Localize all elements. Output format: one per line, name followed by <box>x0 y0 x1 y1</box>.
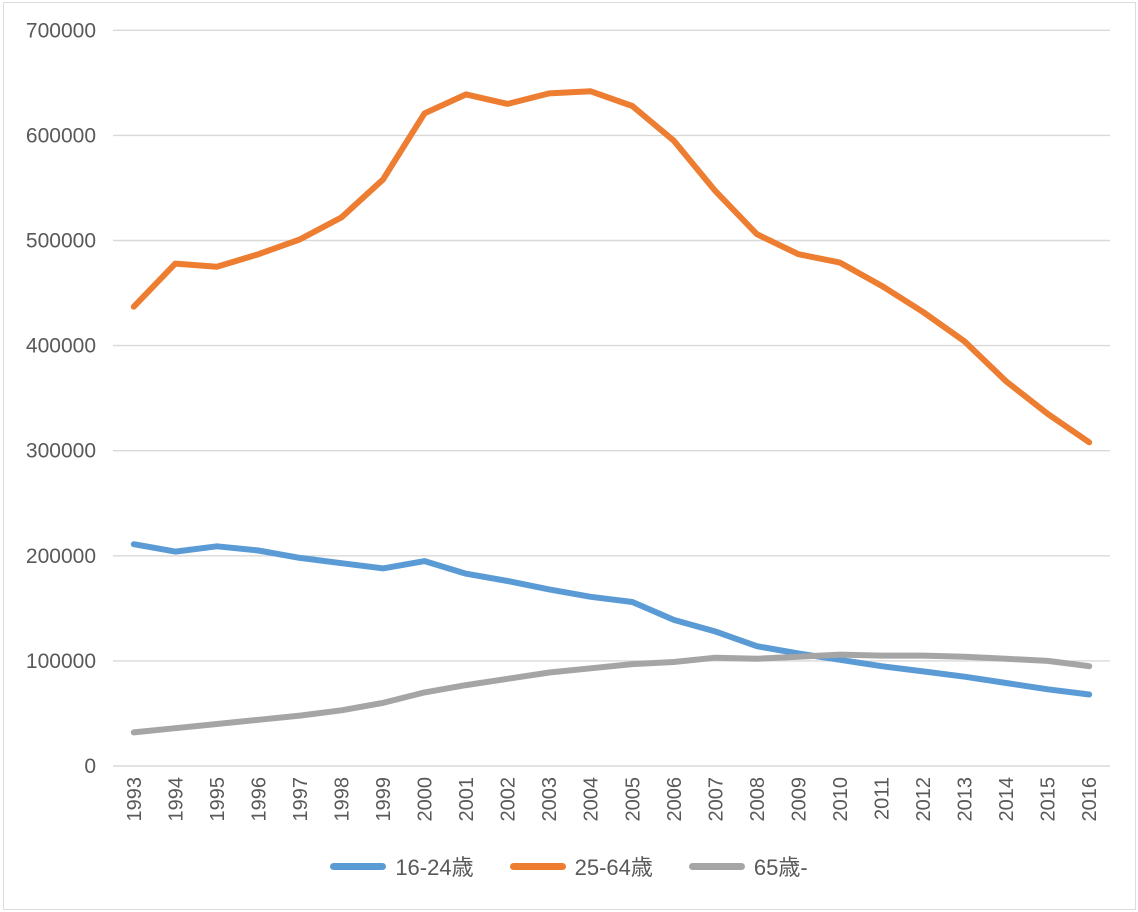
y-tick-label: 100000 <box>26 650 96 673</box>
series-line-16-24歳 <box>130 541 1093 698</box>
x-tick-label: 1996 <box>248 777 270 822</box>
x-tick-label: 1998 <box>331 777 353 822</box>
x-tick-label: 1997 <box>290 777 312 822</box>
x-tick-label: 2015 <box>1038 777 1060 822</box>
x-tick-label: 2002 <box>498 777 520 822</box>
x-tick-label: 1993 <box>124 777 146 822</box>
y-tick-label: 200000 <box>26 545 96 568</box>
legend-item: 16-24歳 <box>330 850 474 882</box>
chart-legend: 16-24歳 25-64歳 65歳- <box>0 850 1138 882</box>
y-tick-label: 500000 <box>26 230 96 253</box>
x-tick-label: 2004 <box>581 777 603 822</box>
legend-label: 25-64歳 <box>574 855 653 880</box>
x-tick-label: 2008 <box>747 777 769 822</box>
x-tick-label: 2014 <box>996 777 1018 822</box>
x-tick-label: 2013 <box>955 777 977 822</box>
x-tick-label: 2016 <box>1079 777 1101 822</box>
x-tick-label: 1994 <box>165 777 187 822</box>
legend-label: 16-24歳 <box>395 855 474 880</box>
x-tick-label: 2012 <box>913 777 935 822</box>
x-tick-label: 2009 <box>788 777 810 822</box>
legend-item: 25-64歳 <box>509 850 653 882</box>
x-tick-label: 2005 <box>622 777 644 822</box>
x-tick-label: 2010 <box>830 777 852 822</box>
x-tick-label: 1999 <box>373 777 395 822</box>
legend-swatch-line-icon <box>509 862 566 870</box>
legend-swatch-line-icon <box>330 862 387 870</box>
legend-label: 65歳- <box>753 855 808 880</box>
x-tick-label: 2011 <box>872 777 894 820</box>
x-tick-label: 2006 <box>664 777 686 822</box>
y-tick-label: 0 <box>84 755 96 778</box>
y-tick-label: 700000 <box>26 19 96 42</box>
x-tick-label: 2000 <box>415 777 437 822</box>
x-tick-label: 2003 <box>539 777 561 822</box>
legend-swatch-line-icon <box>688 862 745 870</box>
y-tick-label: 400000 <box>26 335 96 358</box>
y-tick-label: 600000 <box>26 124 96 147</box>
x-tick-label: 2001 <box>456 777 478 822</box>
series-line-25-64歳 <box>130 88 1093 446</box>
legend-item: 65歳- <box>688 850 808 882</box>
x-tick-label: 1995 <box>207 777 229 822</box>
x-tick-label: 2007 <box>705 777 727 822</box>
series-line-65歳- <box>130 651 1093 736</box>
y-tick-label: 300000 <box>26 440 96 463</box>
